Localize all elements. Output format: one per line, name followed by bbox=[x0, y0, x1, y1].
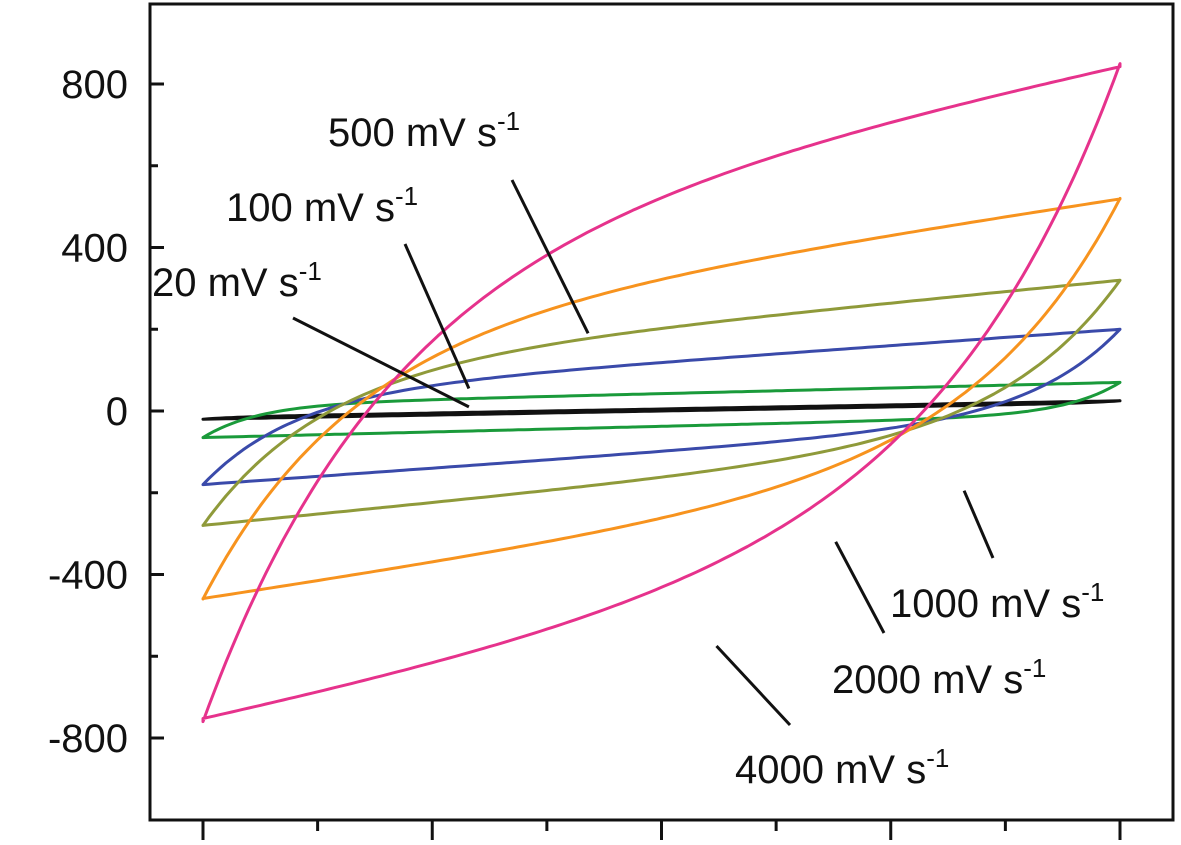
scan-rate-annotations: 20 mV s-1 100 mV s-1 500 mV s-1 1000 mV … bbox=[152, 106, 1104, 792]
annotation-500: 500 mV s-1 bbox=[328, 106, 520, 155]
y-tick-label-minus-400: -400 bbox=[48, 554, 128, 598]
leader-line-1000 bbox=[962, 490, 995, 559]
annotation-4000-main: 4000 mV s bbox=[735, 748, 926, 792]
series-curve-20 bbox=[201, 399, 1122, 421]
leader-line-4000 bbox=[715, 644, 792, 727]
y-tick-label-0: 0 bbox=[106, 390, 128, 434]
leader-line-500 bbox=[510, 179, 590, 334]
annotation-20-main: 20 mV s bbox=[152, 261, 299, 305]
y-tick-label-minus-800: -800 bbox=[48, 717, 128, 761]
annotation-4000-sup: -1 bbox=[926, 743, 949, 773]
annotation-100-sup: -1 bbox=[395, 181, 418, 211]
annotation-20-sup: -1 bbox=[299, 256, 322, 286]
annotation-1000-sup: -1 bbox=[1081, 577, 1104, 607]
annotation-2000-sup: -1 bbox=[1023, 653, 1046, 683]
annotation-500-main: 500 mV s bbox=[328, 111, 497, 155]
series-curve-2000 bbox=[201, 196, 1122, 601]
y-tick-label-400: 400 bbox=[61, 227, 128, 271]
series-curve-1000 bbox=[201, 278, 1122, 527]
y-tick-label-800: 800 bbox=[61, 63, 128, 107]
series-curve-100 bbox=[201, 380, 1122, 440]
annotation-100: 100 mV s-1 bbox=[226, 181, 418, 230]
annotation-100-main: 100 mV s bbox=[226, 186, 395, 230]
leader-line-20 bbox=[292, 316, 470, 409]
series-curve-500 bbox=[201, 327, 1122, 487]
annotation-4000: 4000 mV s-1 bbox=[735, 743, 949, 792]
annotation-1000-main: 1000 mV s bbox=[890, 582, 1081, 626]
series-curves bbox=[201, 62, 1122, 724]
annotation-500-sup: -1 bbox=[497, 106, 520, 136]
annotation-1000: 1000 mV s-1 bbox=[890, 577, 1104, 626]
leader-line-100 bbox=[403, 243, 471, 390]
series-curve-4000 bbox=[201, 62, 1122, 724]
annotation-20: 20 mV s-1 bbox=[152, 256, 322, 305]
y-tick-labels: 800 400 0 -400 -800 bbox=[48, 63, 128, 761]
axis-ticks bbox=[150, 82, 1122, 840]
leader-line-2000 bbox=[834, 541, 886, 634]
annotation-2000: 2000 mV s-1 bbox=[832, 653, 1046, 702]
annotation-2000-main: 2000 mV s bbox=[832, 658, 1023, 702]
